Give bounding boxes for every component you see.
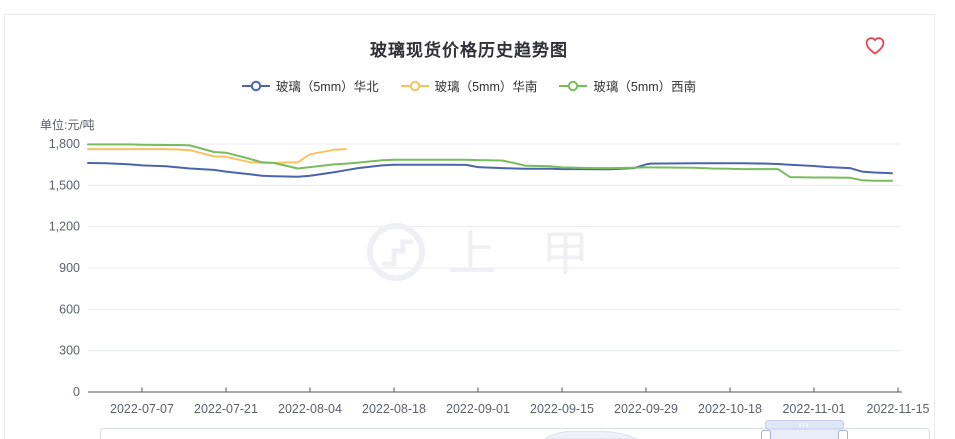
x-tick-label: 2022-10-18 (698, 402, 762, 416)
chart-title: 玻璃现货价格历史趋势图 (370, 41, 568, 60)
series-line-1 (87, 148, 347, 164)
legend-item-0[interactable]: 玻璃（5mm）华北 (241, 76, 379, 95)
x-tick-label: 2022-07-07 (110, 402, 174, 416)
y-tick-label: 0 (73, 385, 80, 399)
y-tick-label: 300 (59, 344, 80, 358)
x-tick-label: 2022-11-01 (782, 402, 845, 416)
series-line-0 (87, 162, 893, 178)
datazoom-track[interactable] (100, 428, 930, 439)
datazoom-right-handle[interactable] (838, 430, 848, 439)
y-tick-label: 1,500 (49, 178, 80, 192)
legend-item-2[interactable]: 玻璃（5mm）西南 (559, 76, 696, 95)
series-line-2 (87, 143, 893, 182)
legend-marker-icon (400, 80, 429, 91)
watermark-circle-icon (367, 223, 425, 281)
datazoom-left-handle[interactable] (761, 430, 771, 439)
unit-label: 单位:元/吨 (40, 118, 95, 132)
y-tick-label: 1,200 (49, 220, 80, 234)
x-tick-label: 2022-08-18 (362, 402, 426, 416)
legend: 玻璃（5mm）华北 玻璃（5mm）华南 玻璃（5mm）西南 (4, 76, 934, 95)
legend-marker-icon (241, 80, 270, 91)
y-tick-label: 1,800 (49, 137, 80, 151)
favorite-button[interactable] (860, 33, 890, 61)
legend-label: 玻璃（5mm）华南 (434, 80, 538, 94)
datazoom-preview-shape (544, 431, 638, 439)
y-tick-label: 600 (59, 302, 80, 316)
legend-marker-icon (559, 80, 588, 91)
x-tick-label: 2022-09-01 (446, 402, 510, 416)
watermark-logo: 上 甲 (367, 223, 605, 281)
datazoom-slider[interactable] (100, 420, 930, 439)
heart-icon (865, 36, 885, 54)
datazoom-window[interactable] (765, 429, 844, 439)
watermark-text: 上 甲 (448, 228, 605, 281)
watermark-glyph-icon (382, 239, 413, 267)
x-tick-label: 2022-07-21 (194, 402, 258, 416)
datazoom-move-handle[interactable] (765, 420, 844, 430)
legend-item-1[interactable]: 玻璃（5mm）华南 (400, 76, 538, 95)
x-tick-label: 2022-11-15 (866, 402, 929, 416)
legend-label: 玻璃（5mm）西南 (593, 80, 697, 94)
y-tick-label: 900 (59, 261, 80, 275)
x-tick-label: 2022-09-29 (614, 402, 678, 416)
legend-label: 玻璃（5mm）华北 (275, 80, 379, 94)
x-tick-label: 2022-09-15 (530, 402, 594, 416)
x-tick-label: 2022-08-04 (278, 402, 342, 416)
